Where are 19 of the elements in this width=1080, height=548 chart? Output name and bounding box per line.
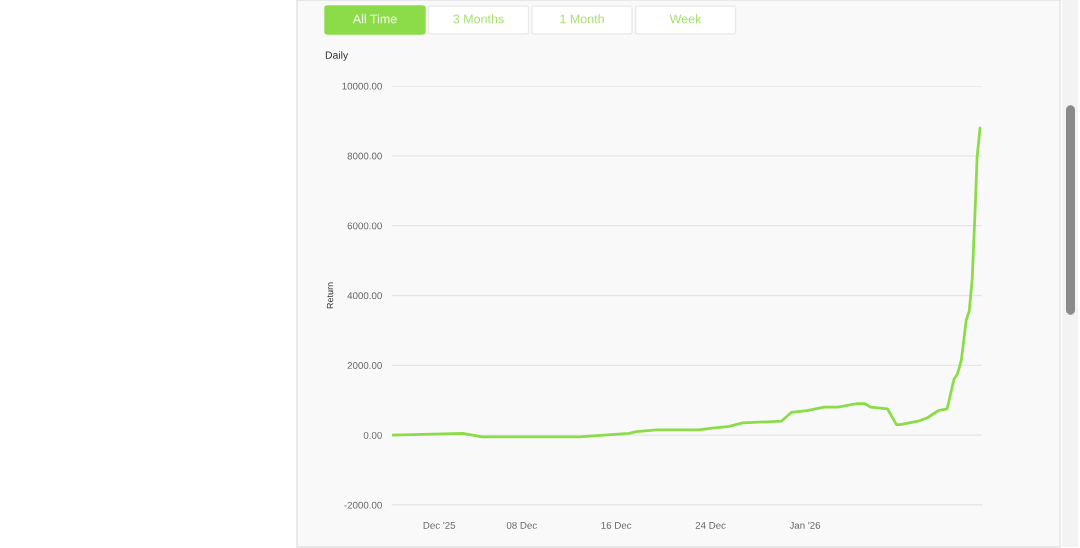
- x-tick-label: 16 Dec: [601, 521, 632, 529]
- y-tick-label: 10000.00: [342, 82, 382, 90]
- y-axis-title: Return: [326, 282, 334, 309]
- chart-title: Daily: [325, 51, 349, 61]
- text: 1 Month: [560, 14, 604, 24]
- x-tick-label: 08 Dec: [506, 521, 537, 529]
- y-tick-label: 6000.00: [347, 222, 382, 230]
- y-tick-label: 8000.00: [347, 152, 382, 160]
- text: All Time: [352, 14, 397, 24]
- x-tick-label: Jan '26: [789, 521, 821, 529]
- text: 3 Months: [453, 14, 504, 24]
- x-tick-label: Dec '25: [423, 521, 456, 529]
- line-series: [392, 126, 982, 439]
- y-tick-label: 0.00: [363, 431, 382, 439]
- y-tick-label: 2000.00: [347, 362, 382, 369]
- x-tick-label: 24 Dec: [695, 521, 726, 529]
- y-tick-label: -2000.00: [344, 501, 382, 509]
- text: Week: [669, 14, 702, 24]
- y-tick-label: 4000.00: [347, 292, 382, 300]
